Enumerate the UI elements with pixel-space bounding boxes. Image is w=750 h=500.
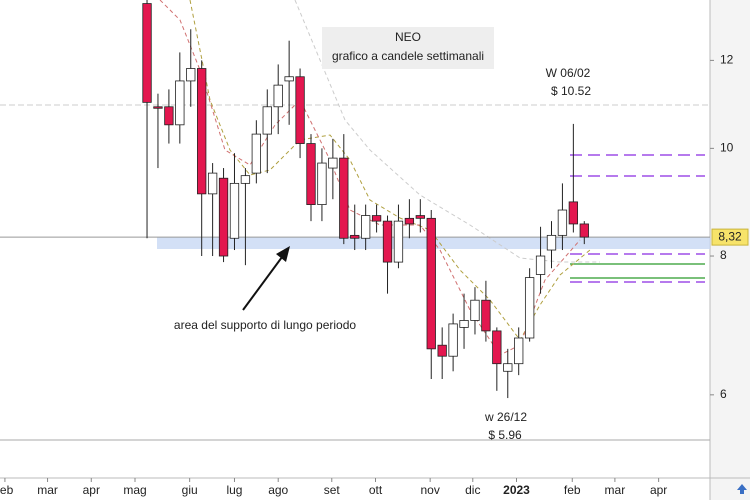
candle-body <box>317 162 327 205</box>
title-box <box>322 27 494 69</box>
y-tick-label: 12 <box>720 53 734 67</box>
green-lines <box>570 263 705 279</box>
x-tick-label: dic <box>465 483 480 497</box>
scroll-icon <box>737 484 747 494</box>
x-tick-label: ott <box>369 483 383 497</box>
candle-body <box>459 320 469 328</box>
x-tick-label: mar <box>605 483 626 497</box>
last-price-box <box>711 228 749 246</box>
candle-body <box>229 182 240 239</box>
candle-body <box>393 220 404 263</box>
annotation: area del supporto di lungo periodo <box>174 318 356 332</box>
x-tick-label: feb <box>564 483 581 497</box>
candle-body <box>371 215 382 222</box>
candle-body <box>535 255 546 275</box>
y-tick-label: 6 <box>720 387 727 401</box>
candle-body <box>546 234 557 251</box>
candle-body <box>339 157 349 239</box>
candle-body <box>153 106 163 109</box>
candle-body <box>524 277 535 339</box>
last-price-label: 8,32 <box>718 229 742 243</box>
candle-body <box>350 234 360 239</box>
candle-body <box>295 76 305 144</box>
candle-body <box>492 330 502 365</box>
moving-average <box>159 0 581 356</box>
candle-body <box>404 217 415 225</box>
moving-average <box>294 0 600 263</box>
x-tick-label: nov <box>420 483 439 497</box>
candle-body <box>557 209 568 236</box>
annotation: w 26/12 <box>484 410 527 424</box>
x-tick-label: lug <box>226 483 242 497</box>
candle-body <box>284 76 294 82</box>
candle-body <box>437 344 447 357</box>
candle-body <box>218 177 229 257</box>
y-tick-label: 8 <box>720 248 727 262</box>
y-axis-area <box>710 0 750 500</box>
x-tick-label: mag <box>123 483 146 497</box>
x-tick-label: apr <box>83 483 100 497</box>
arrow <box>242 246 290 311</box>
annotation: $ 10.52 <box>551 84 591 98</box>
candle-body <box>426 217 436 350</box>
x-tick-label: set <box>324 483 341 497</box>
x-tick-label: ago <box>268 483 288 497</box>
annotation: $ 5.96 <box>488 428 522 442</box>
candle-body <box>481 299 491 332</box>
arrow-head <box>276 246 290 262</box>
candle-body <box>415 215 425 219</box>
candle-body <box>382 220 393 263</box>
x-tick-label: feb <box>0 483 14 497</box>
candle-body <box>361 215 371 239</box>
candle-body <box>328 157 338 169</box>
chart-subtitle: grafico a candele settimanali <box>332 49 484 63</box>
arrow-shaft <box>242 252 286 311</box>
candle-body <box>207 172 218 195</box>
candle-body <box>470 299 480 321</box>
annotation: W 06/02 <box>546 66 591 80</box>
candle-body <box>197 68 207 195</box>
plot: 12 10 8 6 feb mar apr mag giu lug ago set ott nov dic 2… <box>0 0 734 497</box>
x-tick-label: giu <box>182 483 198 497</box>
candle-body <box>175 80 185 126</box>
x-tick-label: apr <box>650 483 667 497</box>
candle-body <box>273 84 283 108</box>
x-tick-label: mar <box>37 483 58 497</box>
candle-body <box>251 133 261 174</box>
level-lines <box>570 154 705 283</box>
candle-body <box>579 223 589 238</box>
y-tick-label: 10 <box>720 141 734 155</box>
candle-body <box>262 106 272 135</box>
candle-body <box>503 363 513 372</box>
candle-body <box>142 3 152 103</box>
candle-body <box>164 106 174 126</box>
candle-body <box>240 175 251 184</box>
candle-body <box>514 337 524 365</box>
candle-body <box>568 201 579 225</box>
candle-body <box>448 323 458 357</box>
chart-title: NEO <box>395 30 421 44</box>
candle-body <box>306 143 316 205</box>
x-tick-label: 2023 <box>503 483 530 497</box>
candle-body <box>186 68 196 82</box>
